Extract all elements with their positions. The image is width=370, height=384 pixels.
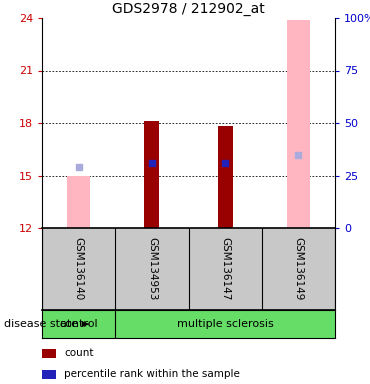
Bar [287,20,310,228]
Text: count: count [64,348,94,358]
Bar [67,175,90,228]
Text: disease state ►: disease state ► [4,319,90,329]
Text: GSM134953: GSM134953 [147,237,157,301]
Text: percentile rank within the sample: percentile rank within the sample [64,369,240,379]
Text: GSM136140: GSM136140 [74,237,84,301]
Text: control: control [59,319,98,329]
Text: GSM136149: GSM136149 [293,237,303,301]
Bar [218,126,233,228]
Bar [144,121,159,228]
Title: GDS2978 / 212902_at: GDS2978 / 212902_at [112,2,265,16]
Text: GSM136147: GSM136147 [220,237,230,301]
Text: multiple sclerosis: multiple sclerosis [177,319,273,329]
